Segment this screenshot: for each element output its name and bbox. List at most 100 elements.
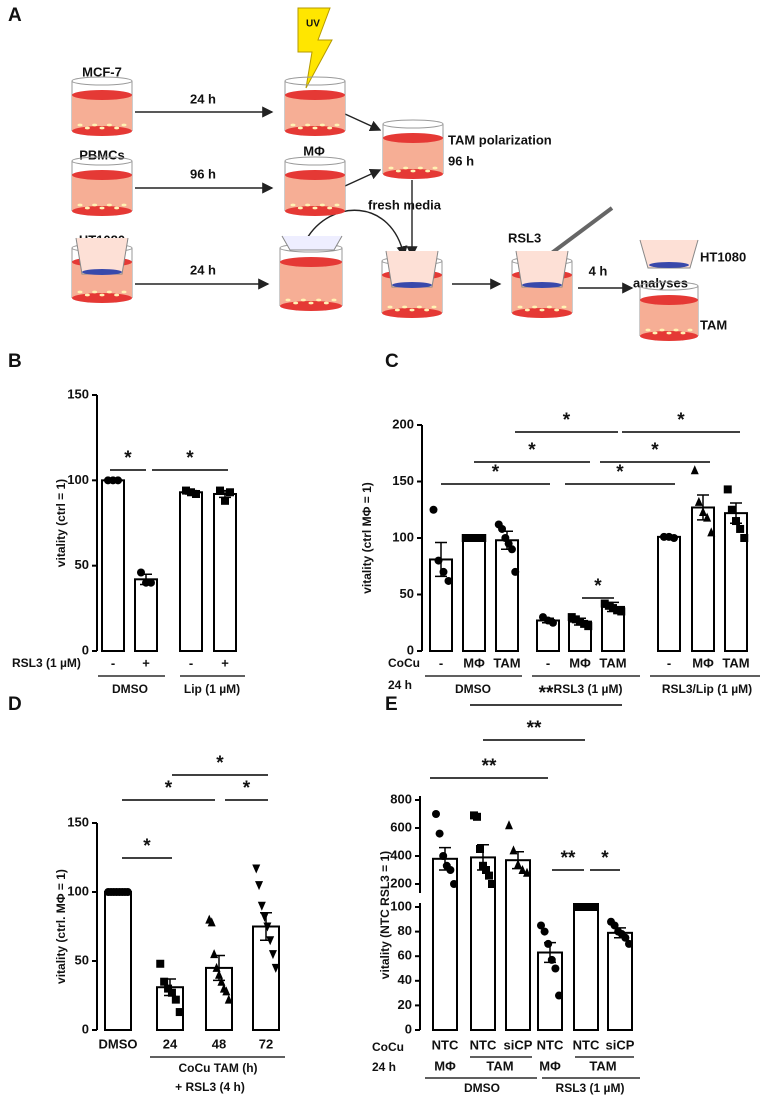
error-bar: [477, 844, 489, 871]
insert-cells: [649, 262, 689, 268]
significance-label: *: [677, 410, 685, 431]
data-point: [485, 871, 493, 880]
insert-cells: [522, 282, 562, 288]
significance-label: *: [143, 836, 151, 857]
data-point: [690, 465, 699, 475]
error-bar: [439, 846, 451, 871]
data-point: [222, 986, 231, 996]
data-point: [164, 984, 173, 993]
data-point: [476, 845, 484, 853]
significance-label: *: [594, 576, 602, 597]
medium-top: [640, 295, 698, 305]
data-point: [160, 977, 169, 986]
x-tick-label: TAM: [722, 655, 749, 670]
x-tick-label: NTC: [470, 1037, 497, 1052]
data-point: [156, 959, 165, 968]
x-tick-label: 72: [259, 1036, 273, 1051]
medium-top: [285, 170, 345, 180]
data-point: [207, 917, 216, 927]
data-point: [544, 939, 553, 948]
medium-top: [72, 170, 132, 180]
group-label: RSL3/Lip (1 µM): [662, 682, 752, 696]
time-label: 4 h: [589, 263, 608, 278]
cell: [334, 123, 340, 127]
data-point: [727, 505, 736, 514]
x-tick-label: -: [189, 655, 193, 670]
data-point: [625, 939, 633, 948]
x-tick-label: DMSO: [99, 1036, 138, 1051]
cell: [106, 203, 112, 207]
cell: [424, 308, 430, 312]
time-label: 96 h: [190, 166, 216, 181]
cell: [659, 328, 665, 332]
x-tick-label: +: [142, 655, 150, 670]
y-tick-label: 100: [67, 472, 89, 487]
y-axis-label: vitality (ctrl = 1): [54, 479, 68, 567]
x-sub-label: TAM: [486, 1058, 513, 1073]
x-tick-label: -: [667, 655, 671, 670]
label: analyses: [633, 275, 688, 290]
cell: [680, 331, 686, 335]
data-point: [540, 927, 549, 936]
cell: [394, 308, 400, 312]
time-label: 24 h: [190, 91, 216, 106]
panel-label: D: [8, 694, 22, 715]
row-label: 24 h: [388, 678, 412, 692]
error-bar: [213, 954, 225, 982]
data-point: [147, 578, 155, 587]
data-point: [523, 867, 531, 877]
x-tick-label: -: [546, 655, 550, 670]
error-bar: [544, 941, 556, 964]
y-tick-label: 0: [407, 642, 414, 657]
significance-label: *: [528, 440, 536, 461]
significance-label: **: [482, 756, 497, 777]
arrow: [344, 113, 382, 132]
data-point: [123, 888, 132, 896]
data-point: [444, 576, 453, 585]
y-tick-label: 50: [75, 557, 89, 572]
label: MΦ: [303, 143, 325, 158]
cell: [312, 206, 318, 210]
significance-label: *: [216, 753, 224, 774]
data-point: [271, 963, 280, 973]
data-point: [723, 485, 732, 494]
group-label: CoCu TAM (h): [178, 1061, 257, 1075]
x-tick-label: MΦ: [569, 655, 591, 670]
group-label: RSL3 (1 µM): [556, 1081, 625, 1095]
data-point: [600, 599, 609, 608]
significance-label: *: [563, 410, 571, 431]
y-tick-label: 50: [75, 952, 89, 967]
data-point: [509, 845, 518, 855]
cell: [666, 331, 672, 335]
y-tick-label: 40: [398, 972, 412, 987]
beaker-rim: [284, 156, 346, 166]
medium-top: [383, 133, 443, 143]
y-tick-label: 100: [67, 883, 89, 898]
data-point: [221, 496, 229, 505]
cell: [121, 123, 127, 127]
data-point: [488, 880, 496, 888]
beaker-rim: [71, 156, 133, 166]
group-label: Lip (1 µM): [184, 682, 240, 696]
y-tick-label: 20: [398, 997, 412, 1012]
x-tick-label: MΦ: [692, 655, 714, 670]
x-tick-label: NTC: [537, 1037, 564, 1052]
cell: [319, 123, 325, 127]
x-tick-label: MΦ: [463, 655, 485, 670]
data-point: [707, 527, 716, 537]
y-tick-label: 600: [390, 819, 412, 834]
cell: [92, 290, 98, 294]
x-tick-label: TAM: [493, 655, 520, 670]
cell: [323, 301, 329, 305]
y-tick-label: 0: [82, 642, 89, 657]
insert-cells: [392, 282, 432, 288]
cell: [402, 305, 408, 309]
y-tick-label: 50: [400, 586, 414, 601]
cell: [114, 126, 120, 130]
y-tick-label: 200: [392, 416, 414, 431]
bar: [462, 537, 486, 652]
cell: [539, 308, 545, 312]
data-point: [260, 912, 269, 922]
label: TAM polarization: [448, 132, 552, 147]
y-tick-label: 0: [405, 1021, 412, 1036]
